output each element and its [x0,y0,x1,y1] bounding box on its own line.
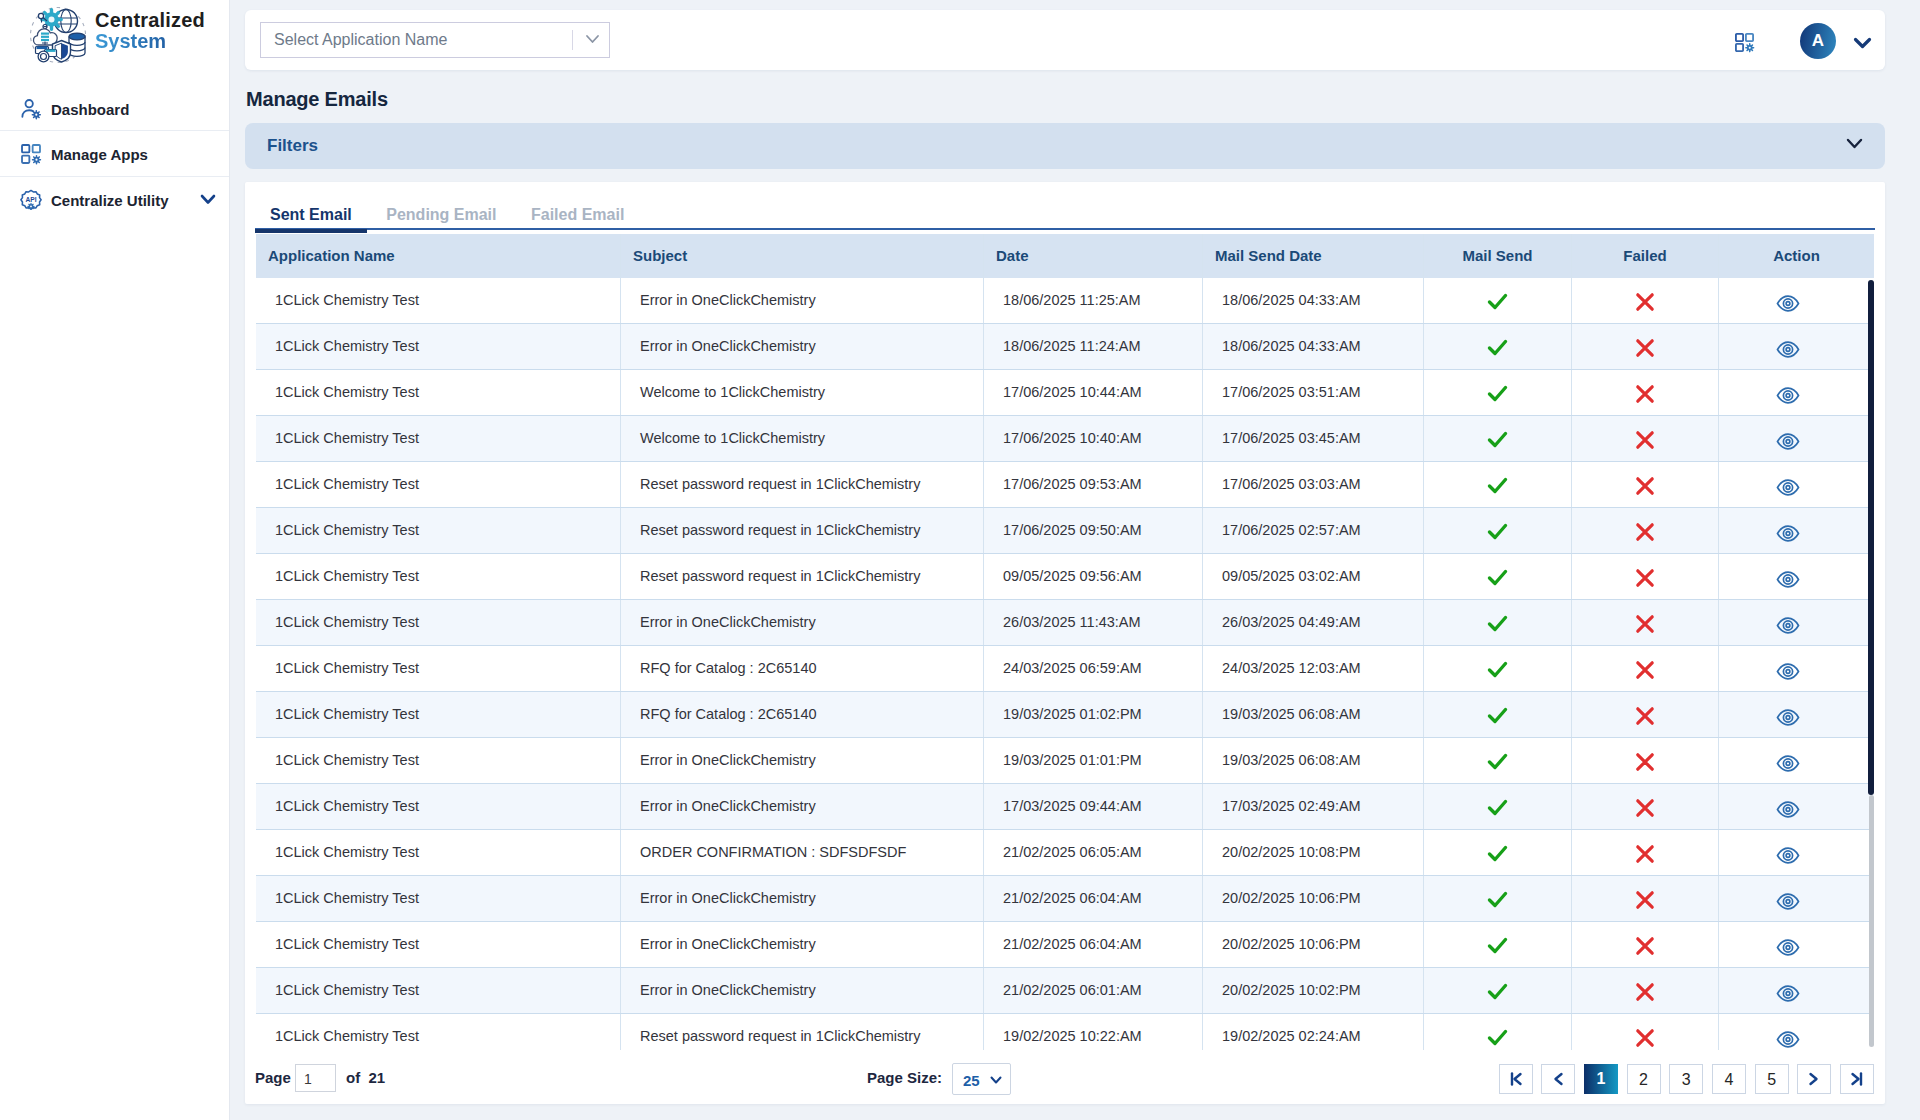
svg-text:API: API [26,196,37,203]
